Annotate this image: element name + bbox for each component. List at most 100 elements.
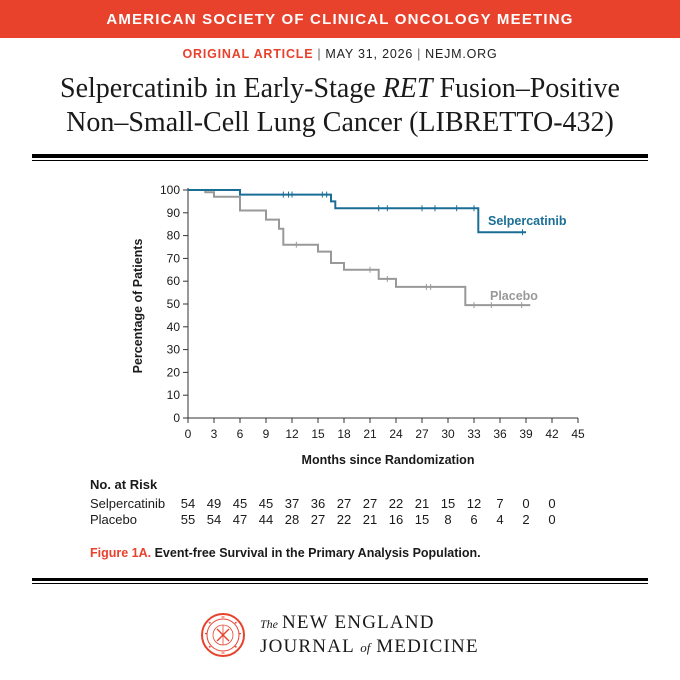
risk-count: 27 [336, 496, 352, 511]
journal-the: The [260, 617, 278, 631]
journal-of: of [360, 640, 371, 655]
meeting-banner: AMERICAN SOCIETY OF CLINICAL ONCOLOGY ME… [0, 0, 680, 38]
risk-count: 0 [548, 512, 556, 527]
y-tick-label: 30 [167, 343, 181, 357]
risk-row: Selpercatinib 54 49 45 45 37 36 27 27 22 21 15 12 7 0 0 [90, 496, 610, 512]
x-tick-label: 12 [285, 427, 299, 441]
journal-logo: The NEW ENGLAND JOURNAL of MEDICINE [200, 610, 480, 658]
journal-line2b: MEDICINE [370, 636, 479, 657]
risk-row-label: Placebo [90, 512, 137, 527]
x-tick-label: 15 [311, 427, 325, 441]
y-tick-label: 90 [167, 206, 181, 220]
x-tick-label: 42 [545, 427, 559, 441]
risk-count: 44 [258, 512, 274, 527]
x-tick-label: 0 [185, 427, 192, 441]
risk-count: 27 [362, 496, 378, 511]
y-tick-label: 0 [173, 411, 180, 425]
risk-count: 45 [258, 496, 274, 511]
y-tick-label: 100 [160, 183, 180, 197]
risk-count: 37 [284, 496, 300, 511]
risk-count: 27 [310, 512, 326, 527]
journal-name-line-2: JOURNAL of MEDICINE [260, 636, 479, 658]
risk-count: 0 [522, 496, 530, 511]
risk-count: 15 [414, 512, 430, 527]
title-gene: RET [382, 73, 433, 104]
title-line-1: Selpercatinib in Early-Stage RET Fusion–… [20, 72, 660, 106]
risk-row: Placebo 55 54 47 44 28 27 22 21 16 15 8 6 4 2 0 [90, 512, 610, 528]
x-tick-label: 30 [441, 427, 455, 441]
meta-separator: | [317, 47, 322, 61]
bottom-rule [32, 578, 648, 581]
figure-caption: Figure 1A. Event-free Survival in the Pr… [90, 546, 481, 560]
article-kind: ORIGINAL ARTICLE [182, 47, 314, 61]
x-tick-label: 6 [237, 427, 244, 441]
title-part: Selpercatinib in Early-Stage [60, 73, 383, 104]
x-tick-label: 24 [389, 427, 403, 441]
risk-count: 54 [206, 512, 222, 527]
article-date: MAY 31, 2026 [325, 47, 414, 61]
x-tick-label: 33 [467, 427, 481, 441]
x-tick-label: 27 [415, 427, 429, 441]
figure-number: Figure 1A. [90, 546, 152, 560]
series-label-selpercatinib: Selpercatinib [488, 214, 567, 228]
journal-line2a: JOURNAL [260, 636, 361, 657]
x-tick-label: 9 [263, 427, 270, 441]
top-rule [32, 154, 648, 158]
risk-count: 16 [388, 512, 404, 527]
risk-count: 7 [496, 496, 504, 511]
risk-count: 21 [362, 512, 378, 527]
x-tick-label: 39 [519, 427, 533, 441]
journal-line1: NEW ENGLAND [282, 612, 435, 633]
risk-count: 0 [548, 496, 556, 511]
x-tick-label: 18 [337, 427, 351, 441]
article-site: NEJM.ORG [425, 47, 498, 61]
risk-table-rows: Selpercatinib 54 49 45 45 37 36 27 27 22 21 15 12 7 0 0… [90, 496, 610, 528]
title-line-2: Non–Small-Cell Lung Cancer (LIBRETTO-432… [66, 107, 614, 138]
risk-count: 8 [444, 512, 452, 527]
series-label-placebo: Placebo [490, 289, 538, 303]
title-part: Fusion–Positive [432, 73, 620, 104]
y-tick-label: 20 [167, 365, 181, 379]
x-tick-label: 3 [211, 427, 218, 441]
risk-table: No. at Risk Selpercatinib 54 49 45 45 37 36 27 2… [90, 477, 610, 528]
risk-count: 21 [414, 496, 430, 511]
x-tick-label: 21 [363, 427, 377, 441]
risk-count: 6 [470, 512, 478, 527]
journal-name-line-1: The NEW ENGLAND [260, 612, 479, 634]
y-tick-label: 40 [167, 320, 181, 334]
risk-table-title: No. at Risk [90, 477, 158, 492]
risk-count: 54 [180, 496, 196, 511]
risk-count: 12 [466, 496, 482, 511]
risk-count: 36 [310, 496, 326, 511]
risk-count: 22 [336, 512, 352, 527]
y-tick-label: 70 [167, 251, 181, 265]
risk-count: 15 [440, 496, 456, 511]
y-tick-label: 50 [167, 297, 181, 311]
risk-count: 45 [232, 496, 248, 511]
x-tick-label: 45 [571, 427, 585, 441]
risk-count: 55 [180, 512, 196, 527]
article-title: Selpercatinib in Early-Stage RET Fusion–… [20, 72, 660, 140]
meeting-banner-text: AMERICAN SOCIETY OF CLINICAL ONCOLOGY ME… [106, 10, 574, 28]
series-line-placebo [188, 189, 531, 307]
risk-count: 49 [206, 496, 222, 511]
risk-count: 47 [232, 512, 248, 527]
x-axis-label: Months since Randomization [302, 453, 475, 467]
y-tick-label: 60 [167, 274, 181, 288]
meta-separator: | [417, 47, 422, 61]
article-meta: ORIGINAL ARTICLE | MAY 31, 2026 | NEJM.ORG [0, 47, 680, 61]
bottom-rule-thin [32, 583, 648, 584]
risk-count: 28 [284, 512, 300, 527]
risk-count: 4 [496, 512, 504, 527]
risk-row-label: Selpercatinib [90, 496, 166, 511]
journal-name: The NEW ENGLAND JOURNAL of MEDICINE [260, 612, 479, 658]
x-tick-label: 36 [493, 427, 507, 441]
y-tick-label: 10 [167, 388, 181, 402]
journal-seal-icon [201, 613, 245, 657]
series-line-selpercatinib [188, 189, 526, 234]
top-rule-thin [32, 160, 648, 161]
figure-caption-text: Event-free Survival in the Primary Analy… [151, 546, 481, 560]
risk-count: 2 [522, 512, 530, 527]
risk-count: 22 [388, 496, 404, 511]
